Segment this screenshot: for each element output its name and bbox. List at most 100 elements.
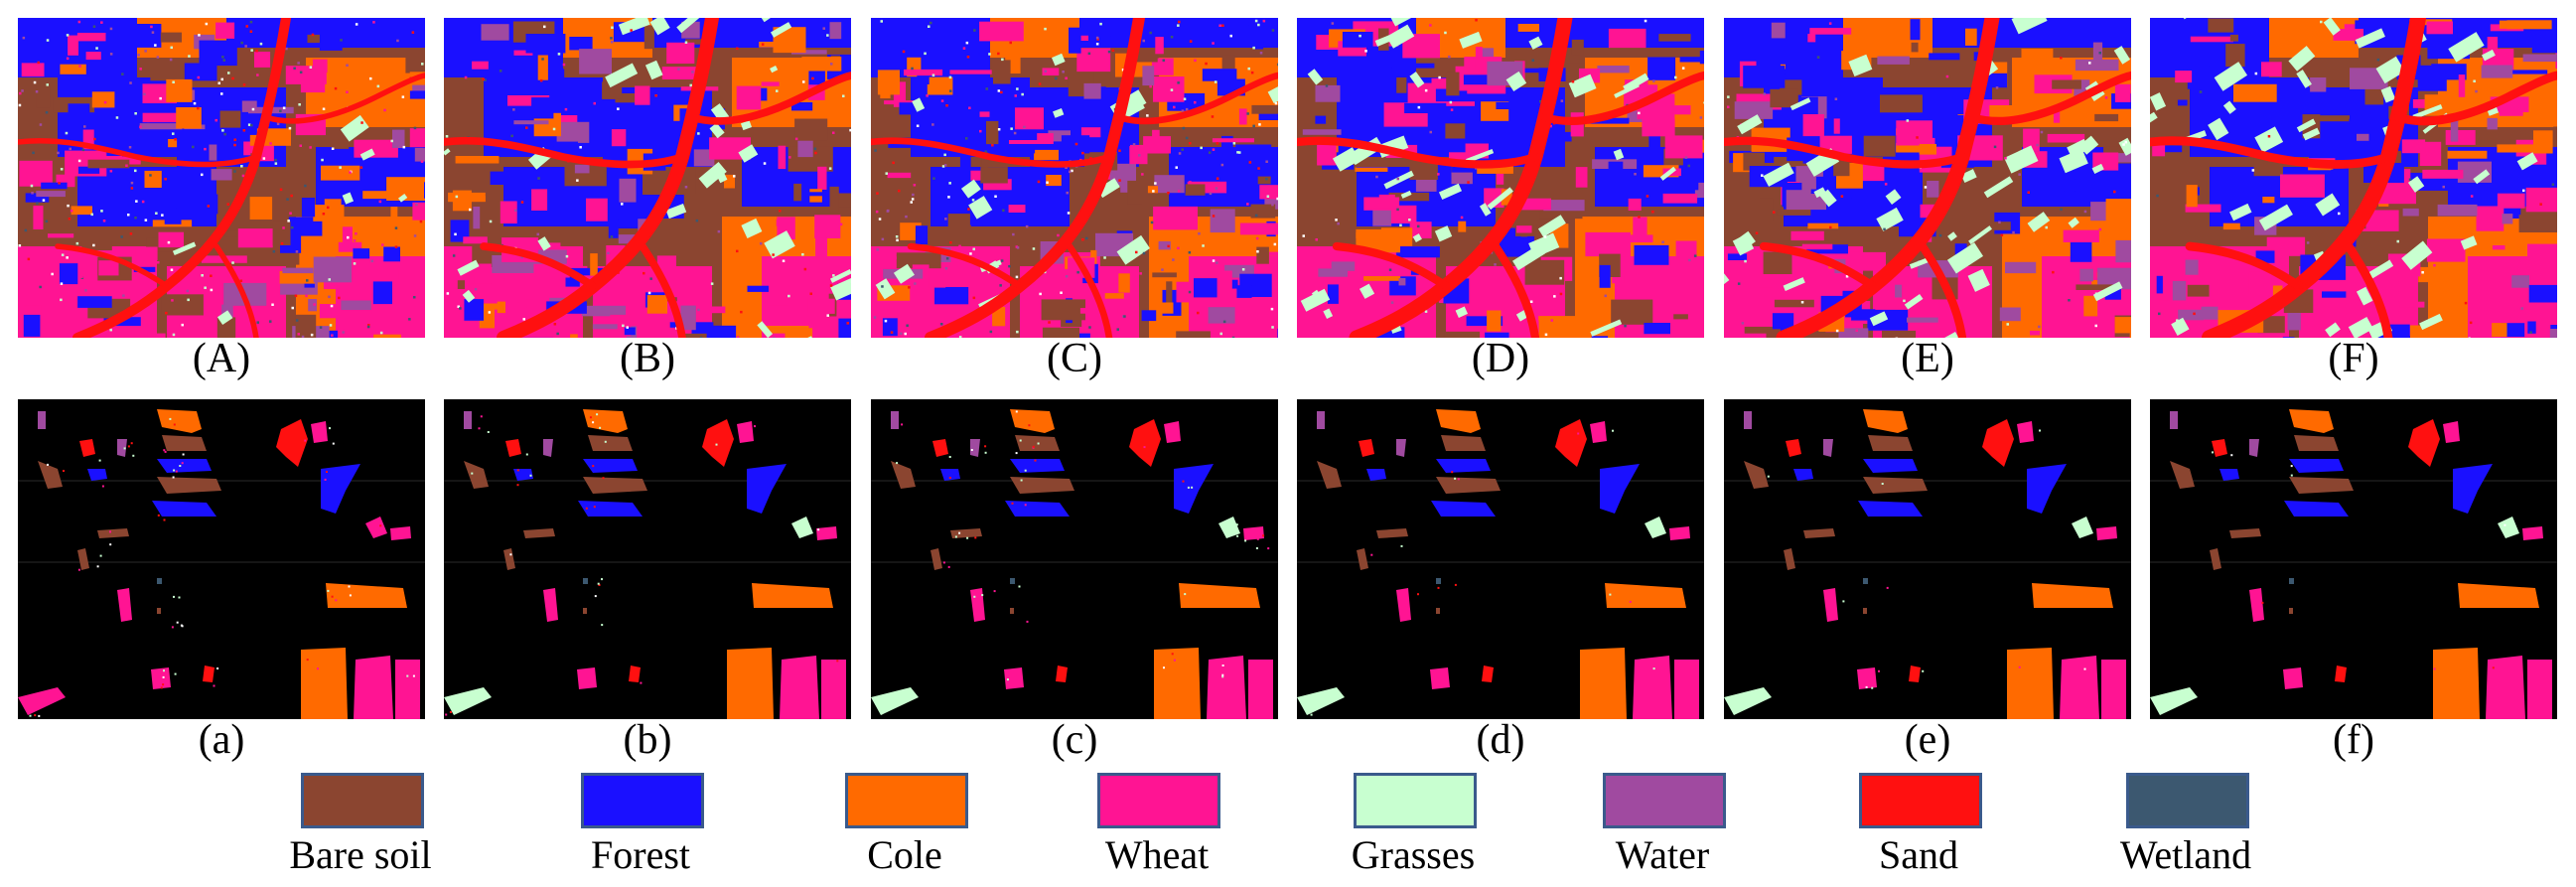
map-patch <box>184 63 217 81</box>
map-grass-patch <box>537 236 551 251</box>
legend-swatch-sand <box>1859 773 1982 828</box>
misclassified-speck <box>96 565 99 568</box>
map-grass-patch <box>1386 24 1415 49</box>
map-grass-patch <box>912 97 926 112</box>
map-noise <box>233 138 236 141</box>
map-sand-river <box>497 18 719 338</box>
map-patch <box>1008 130 1038 140</box>
misclassified-speck <box>2112 669 2115 672</box>
map-noise <box>826 34 829 37</box>
map-patch <box>60 64 86 74</box>
misclassified-speck <box>173 469 176 472</box>
map-patch <box>807 298 835 314</box>
ground-truth-region <box>157 459 212 473</box>
map-patch <box>1159 302 1174 314</box>
ground-truth-region <box>1357 548 1368 570</box>
map-patch <box>168 139 178 148</box>
map-patch <box>2527 243 2557 267</box>
ground-truth-region <box>930 548 942 570</box>
map-noise <box>309 66 313 69</box>
map-grass-patch <box>1438 183 1463 200</box>
misclassified-speck <box>1454 477 1457 480</box>
map-noise <box>846 322 849 325</box>
ground-truth-region <box>2486 656 2525 719</box>
map-noise <box>931 123 934 126</box>
map-noise <box>60 298 63 302</box>
map-noise <box>916 124 920 127</box>
map-noise <box>1205 62 1208 66</box>
map-noise <box>165 311 168 315</box>
misclassified-speck <box>754 425 756 428</box>
map-noise <box>1188 290 1192 294</box>
misclassified-speck <box>592 421 595 424</box>
map-noise <box>1188 251 1192 254</box>
ground-truth-region <box>1669 526 1690 540</box>
map-grass-patch <box>2481 49 2496 62</box>
misclassified-speck <box>173 595 175 598</box>
map-noise <box>1265 160 1268 163</box>
ground-truth-region <box>629 665 641 682</box>
map-noise <box>287 220 290 222</box>
map-noise <box>1150 221 1154 224</box>
map-patch <box>33 206 44 229</box>
map-noise <box>944 267 948 270</box>
map-grass-patch <box>2375 56 2405 84</box>
map-noise <box>32 151 35 155</box>
map-patch <box>556 121 590 143</box>
map-patch <box>321 165 360 181</box>
map-noise <box>1074 142 1078 146</box>
misclassified-speck <box>1015 452 1018 455</box>
map-patch <box>1727 253 1747 260</box>
masked-map-image <box>871 399 1278 719</box>
map-noise <box>1438 75 1441 79</box>
map-noise <box>779 210 782 213</box>
map-patch <box>1170 234 1191 256</box>
map-patch <box>36 85 51 108</box>
map-noise <box>2098 52 2101 55</box>
misclassified-speck <box>84 450 87 453</box>
map-noise <box>1219 332 1222 336</box>
map-noise <box>543 25 546 29</box>
misclassified-speck <box>1865 685 1868 688</box>
map-noise <box>894 256 897 259</box>
caption-top-E: (E) <box>1901 336 1954 381</box>
map-patch <box>2115 239 2131 263</box>
map-patch <box>139 123 183 130</box>
map-noise <box>469 208 472 212</box>
map-noise <box>1370 308 1374 312</box>
ground-truth-region <box>326 583 407 608</box>
map-noise <box>1998 221 2001 224</box>
ground-truth-region <box>1010 459 1065 473</box>
map-patch <box>2419 141 2442 166</box>
ground-truth-region <box>737 421 754 443</box>
map-patch <box>2105 199 2131 223</box>
map-noise <box>353 239 357 242</box>
map-grass-patch <box>1738 230 1756 249</box>
map-patch <box>644 25 654 50</box>
map-noise <box>1173 105 1176 109</box>
misclassified-speck <box>1457 478 1460 481</box>
map-patch <box>646 295 667 314</box>
misclassified-speck <box>471 472 474 475</box>
map-patch <box>353 248 370 259</box>
map-noise <box>2396 239 2399 243</box>
map-noise <box>884 319 888 323</box>
map-grass-patch <box>875 278 896 300</box>
map-patch <box>887 172 912 179</box>
classification-map-F <box>2150 18 2557 338</box>
map-patch <box>1844 87 1853 99</box>
map-patch <box>1363 197 1400 211</box>
map-noise <box>1302 234 1305 237</box>
map-patch <box>801 57 842 72</box>
map-patch <box>19 160 53 187</box>
map-noise <box>969 252 972 255</box>
map-noise <box>610 235 614 238</box>
map-noise <box>911 67 914 71</box>
map-patch <box>2172 281 2187 301</box>
map-noise <box>1189 142 1192 145</box>
map-noise <box>968 106 971 109</box>
classification-map-image <box>2150 18 2557 338</box>
ground-truth-region <box>1179 583 1260 608</box>
map-noise <box>164 178 167 181</box>
map-noise <box>57 151 60 155</box>
